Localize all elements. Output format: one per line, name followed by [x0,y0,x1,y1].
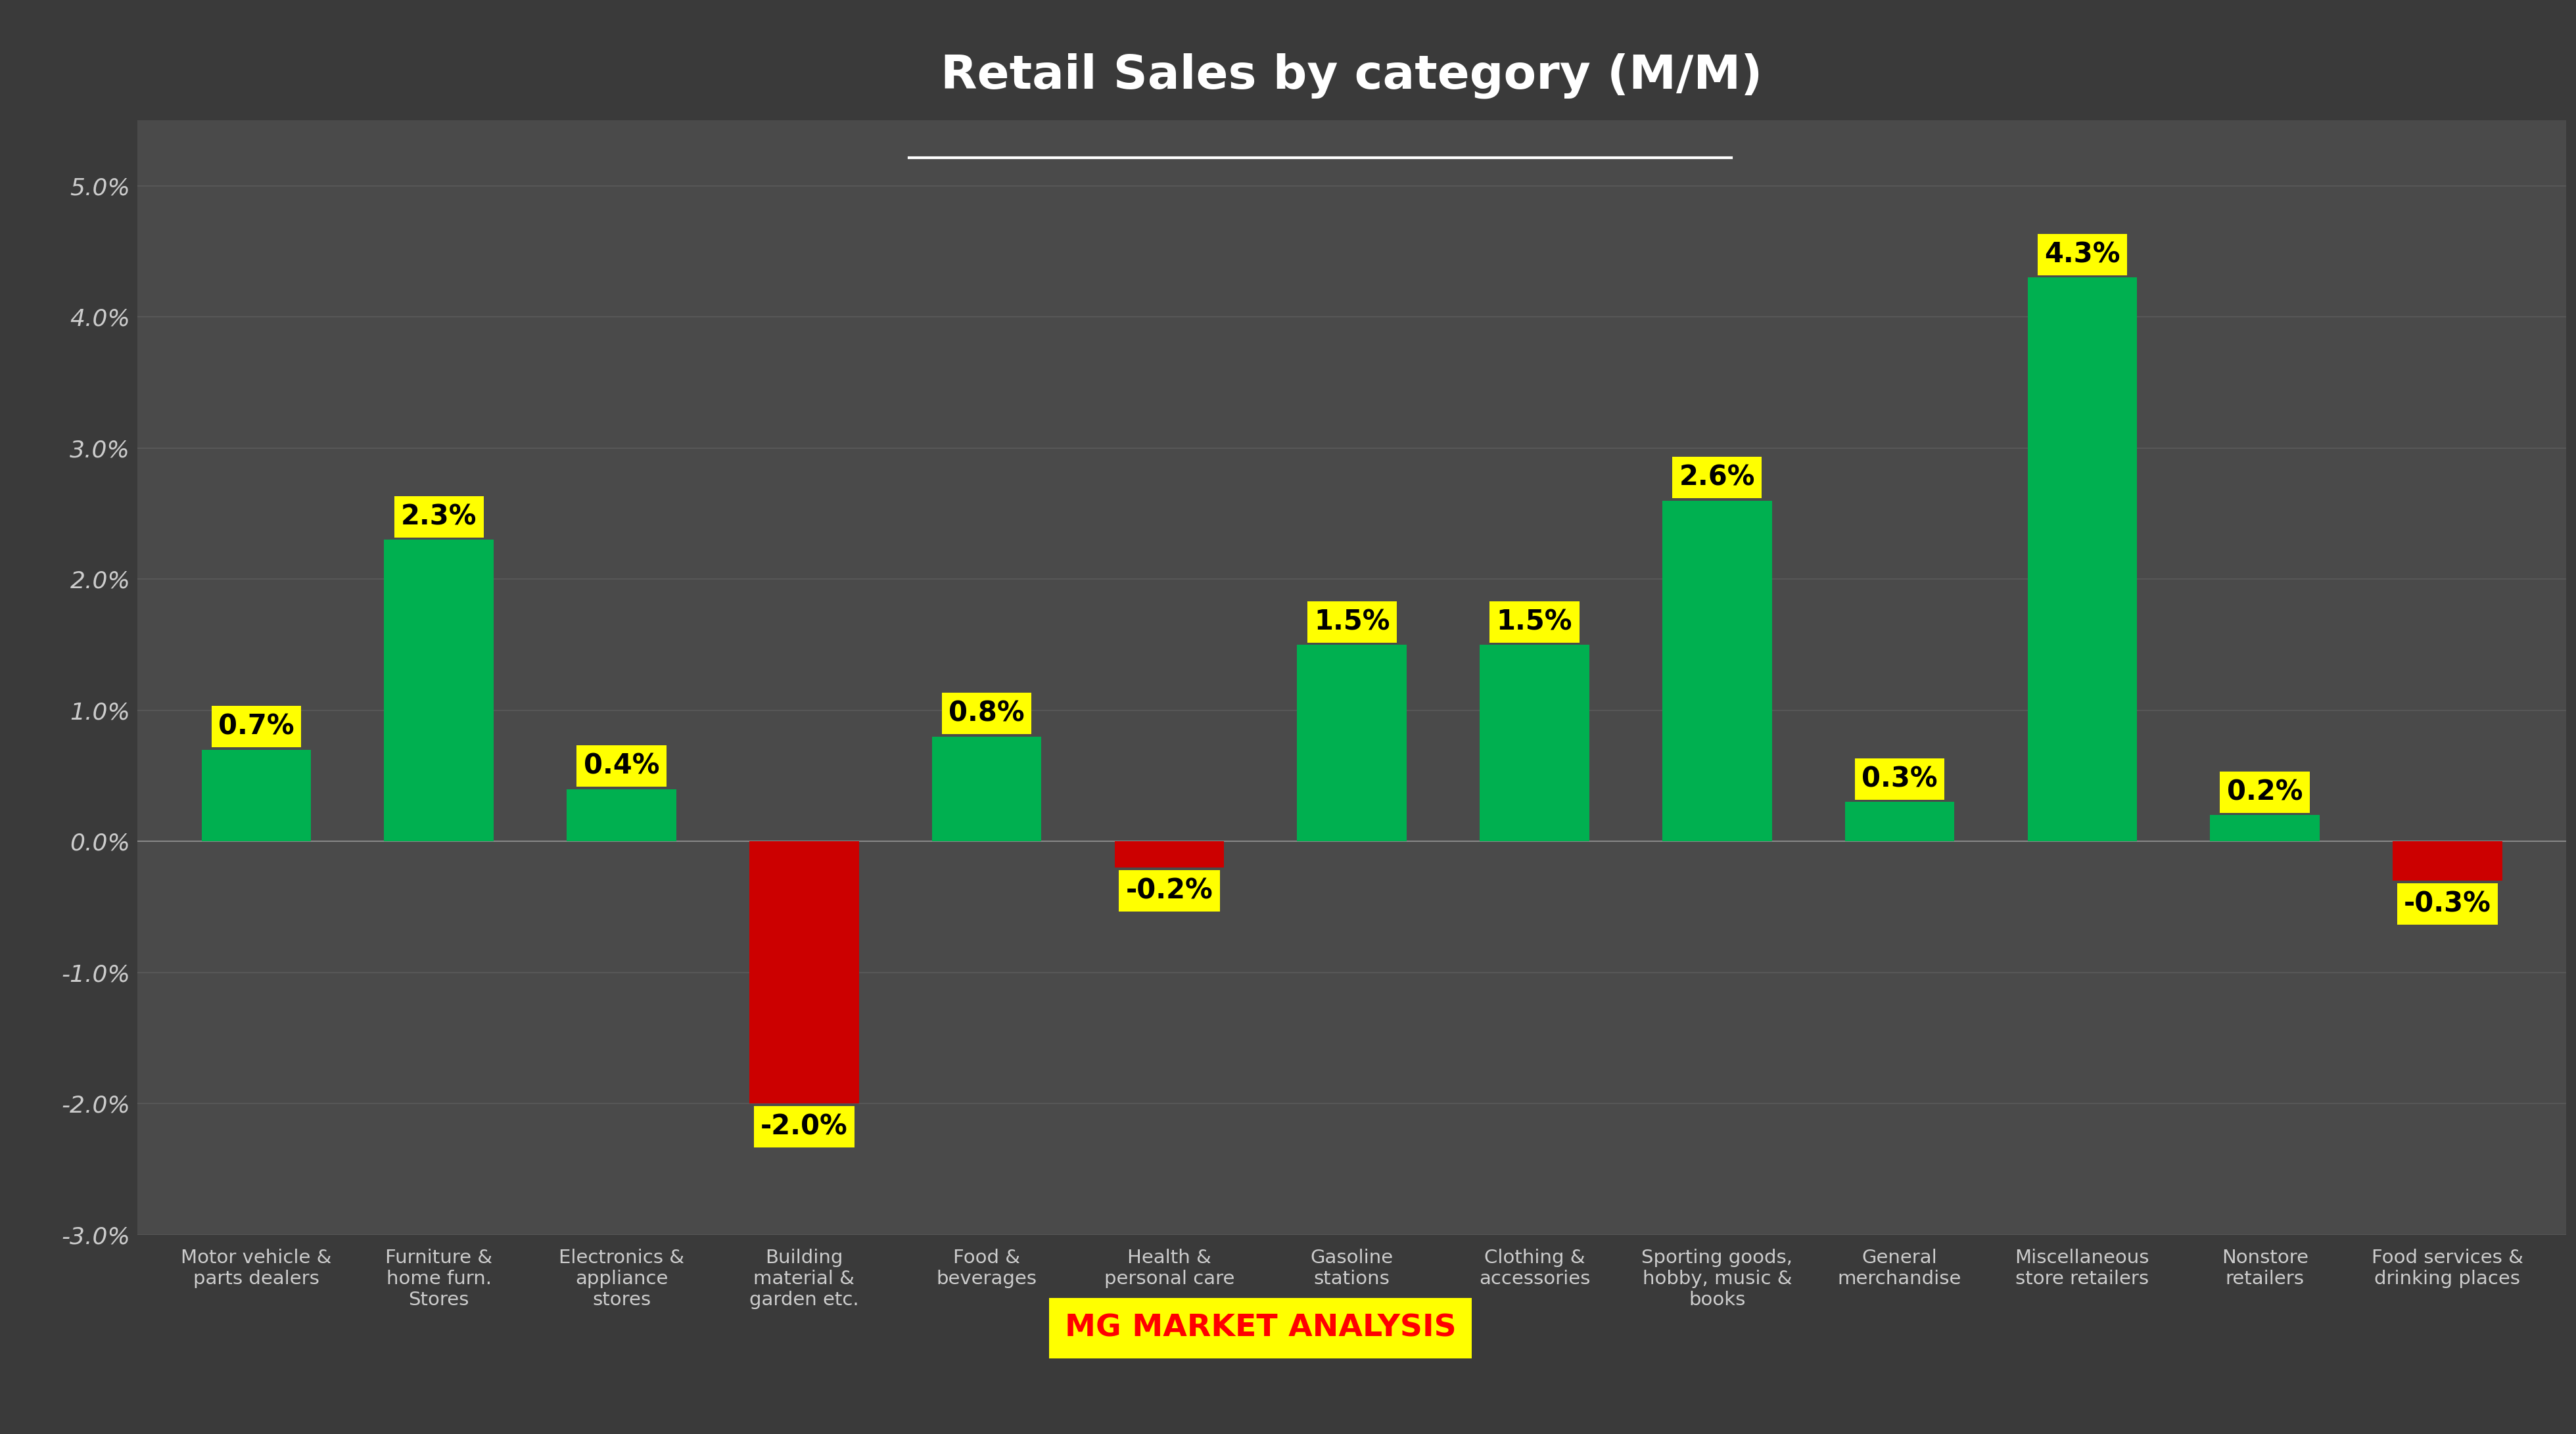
Text: -2.0%: -2.0% [760,1113,848,1140]
Title: Retail Sales by category (M/M): Retail Sales by category (M/M) [940,53,1762,99]
Text: 0.3%: 0.3% [1862,766,1937,793]
Bar [750,842,858,1104]
Text: -0.3%: -0.3% [2403,891,2491,918]
Text: 0.2%: 0.2% [2226,779,2303,806]
Text: 4.3%: 4.3% [2045,241,2120,268]
Text: 2.6%: 2.6% [1680,463,1754,492]
Bar [567,789,677,842]
Text: 2.3%: 2.3% [402,503,477,531]
Bar [2027,278,2138,842]
Text: 0.7%: 0.7% [219,713,294,740]
Text: 1.5%: 1.5% [1314,608,1391,635]
Text: -0.2%: -0.2% [1126,876,1213,905]
Text: 0.4%: 0.4% [585,753,659,780]
Bar [201,750,312,842]
Bar [1662,500,1772,842]
Bar [933,737,1041,842]
Bar [384,539,495,842]
Bar [1844,802,1955,842]
Bar [2210,815,2318,842]
Text: MG MARKET ANALYSIS: MG MARKET ANALYSIS [1064,1314,1455,1342]
Bar [2393,842,2501,880]
Bar [1298,645,1406,842]
Bar [1479,645,1589,842]
Bar [1115,842,1224,868]
Text: 1.5%: 1.5% [1497,608,1571,635]
Text: 0.8%: 0.8% [948,700,1025,727]
